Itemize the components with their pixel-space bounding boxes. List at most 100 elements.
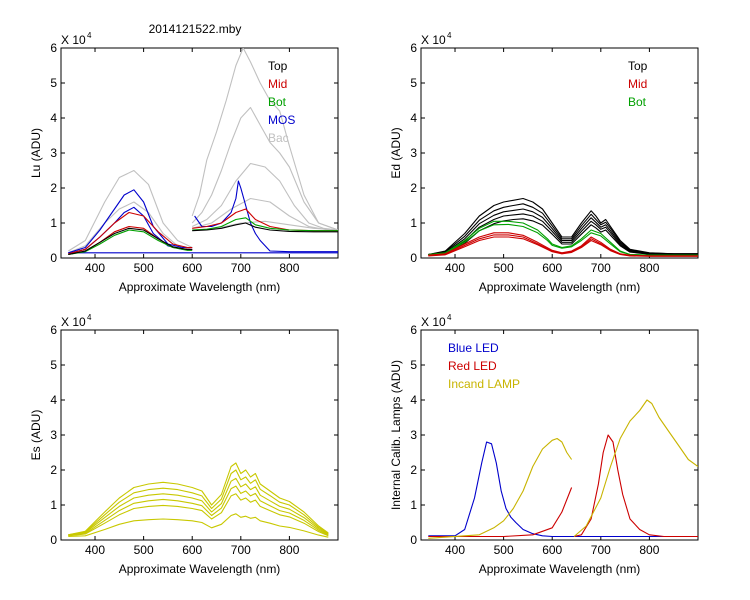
series-line-top — [428, 197, 698, 256]
y-tick-label: 1 — [50, 498, 57, 512]
series-line-bac — [191, 162, 338, 231]
axis-multiplier: X 10 — [61, 33, 86, 47]
axis-multiplier-exponent: 4 — [87, 31, 92, 40]
series-line-es — [68, 493, 329, 537]
series-line-mid — [68, 211, 193, 255]
series-line-mos — [68, 189, 193, 254]
y-tick-label: 4 — [410, 393, 417, 407]
y-axis-title: Es (ADU) — [29, 410, 43, 461]
axis-multiplier: X 10 — [421, 315, 446, 329]
plot-frame — [420, 47, 699, 259]
series-line-bot — [428, 223, 698, 256]
x-tick-label: 700 — [231, 543, 251, 557]
x-tick-label: 600 — [182, 261, 202, 275]
series-line-bot — [428, 220, 698, 256]
legend-entry-red-led: Red LED — [448, 359, 497, 373]
x-tick-label: 800 — [279, 543, 299, 557]
series-group — [68, 462, 329, 538]
series-line-top — [428, 203, 698, 256]
x-tick-label: 600 — [542, 543, 562, 557]
axis-multiplier-exponent: 4 — [447, 313, 452, 322]
y-tick-label: 0 — [410, 533, 417, 547]
legend-entry-top: Top — [268, 59, 288, 73]
x-tick-label: 800 — [639, 543, 659, 557]
series-line-es — [68, 477, 329, 536]
series-line-top — [428, 213, 698, 256]
y-tick-label: 0 — [410, 251, 417, 265]
series-line-top — [68, 227, 193, 256]
x-tick-label: 500 — [134, 543, 154, 557]
series-line-blue-led — [428, 441, 698, 538]
y-tick-label: 3 — [50, 146, 57, 160]
legend-entry-blue-led: Blue LED — [448, 341, 499, 355]
series-group — [428, 399, 698, 539]
legend-entry-mos: MOS — [268, 113, 295, 127]
y-tick-label: 5 — [410, 76, 417, 90]
x-tick-label: 500 — [494, 261, 514, 275]
axis-multiplier: X 10 — [421, 33, 446, 47]
x-tick-label: 400 — [85, 261, 105, 275]
x-tick-label: 700 — [591, 261, 611, 275]
series-line-top — [428, 208, 698, 256]
y-tick-label: 6 — [410, 41, 417, 55]
x-axis-title: Approximate Wavelength (nm) — [479, 562, 641, 576]
series-line-red-led — [573, 434, 698, 538]
x-tick-label: 400 — [445, 261, 465, 275]
figure-title: 2014121522.mby — [149, 22, 242, 36]
axis-multiplier: X 10 — [61, 315, 86, 329]
y-tick-label: 4 — [50, 111, 57, 125]
y-tick-label: 5 — [50, 358, 57, 372]
x-tick-label: 400 — [445, 543, 465, 557]
legend-entry-mid: Mid — [268, 77, 287, 91]
legend-entry-mid: Mid — [628, 77, 647, 91]
y-tick-label: 2 — [410, 463, 417, 477]
series-line-es — [68, 469, 329, 536]
series-line-bot — [192, 217, 338, 232]
axis-multiplier-exponent: 4 — [447, 31, 452, 40]
legend-entry-bot: Bot — [628, 95, 647, 109]
x-tick-label: 600 — [542, 261, 562, 275]
series-line-mid — [428, 236, 698, 257]
series-line-incand-lamp — [573, 399, 698, 537]
y-tick-label: 1 — [410, 216, 417, 230]
y-tick-label: 4 — [50, 393, 57, 407]
series-line-top — [428, 218, 698, 256]
legend-entry-incand-lamp: Incand LAMP — [448, 377, 520, 391]
series-line-bac — [192, 220, 338, 231]
y-tick-label: 3 — [410, 146, 417, 160]
series-group — [428, 197, 698, 257]
y-tick-label: 0 — [50, 533, 57, 547]
series-line-top — [192, 222, 338, 233]
y-axis-title: Lu (ADU) — [29, 128, 43, 178]
y-tick-label: 5 — [50, 76, 57, 90]
series-line-bac — [68, 169, 193, 252]
series-line-bac — [191, 48, 338, 231]
series-line-incand-lamp — [428, 437, 573, 539]
series-line-bot — [68, 229, 193, 256]
series-line-bac — [191, 106, 338, 231]
y-axis-title: Internal Calib. Lamps (ADU) — [389, 360, 403, 510]
y-tick-label: 1 — [410, 498, 417, 512]
y-tick-label: 1 — [50, 216, 57, 230]
legend-entry-top: Top — [628, 59, 648, 73]
series-group — [68, 48, 338, 256]
y-tick-label: 6 — [410, 323, 417, 337]
legend-entry-bac: Bac — [268, 131, 289, 145]
y-tick-label: 0 — [50, 251, 57, 265]
series-line-bac — [68, 201, 193, 254]
y-tick-label: 3 — [50, 428, 57, 442]
y-tick-label: 6 — [50, 323, 57, 337]
y-tick-label: 2 — [410, 181, 417, 195]
y-tick-label: 4 — [410, 111, 417, 125]
x-tick-label: 400 — [85, 543, 105, 557]
y-tick-label: 6 — [50, 41, 57, 55]
y-tick-label: 5 — [410, 358, 417, 372]
plot-frame — [60, 329, 339, 541]
series-line-es — [68, 485, 329, 537]
y-tick-label: 3 — [410, 428, 417, 442]
series-line-red-led — [428, 487, 573, 538]
